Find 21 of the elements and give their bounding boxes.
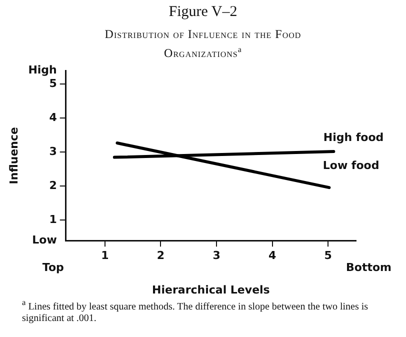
chart-subtitle: Distribution of Influence in the Food Organizations$^{a}$ (104, 27, 302, 61)
x-tick-label: 1 (101, 249, 109, 262)
x-tick-label: 4 (268, 249, 276, 262)
series-label: High food (323, 130, 384, 144)
text: $^{a}$ Lines fitted by least square methods. The difference in slope between the two lines is significant at .001. (21, 297, 370, 326)
x-axis-title: Hierarchical Levels (152, 283, 270, 296)
y-tick-label: Low (32, 233, 57, 246)
y-tick-label: 4 (49, 111, 58, 124)
y-tick-label: 1 (49, 213, 57, 226)
y-tick-label: 2 (49, 179, 57, 192)
x-tick-label: 5 (324, 249, 332, 262)
y-tick-label: 5 (49, 77, 57, 90)
y-axis-title: Influence (7, 127, 20, 184)
y-tick-label: 3 (49, 145, 57, 158)
text: Top (42, 260, 64, 274)
text: Bottom (346, 260, 392, 274)
x-tick-label: 2 (156, 249, 165, 262)
y-tick-label: High (28, 63, 57, 76)
series-label: Low food (322, 158, 380, 172)
chart-title: Figure V–2 (168, 4, 238, 21)
x-tick-label: 3 (212, 249, 220, 262)
